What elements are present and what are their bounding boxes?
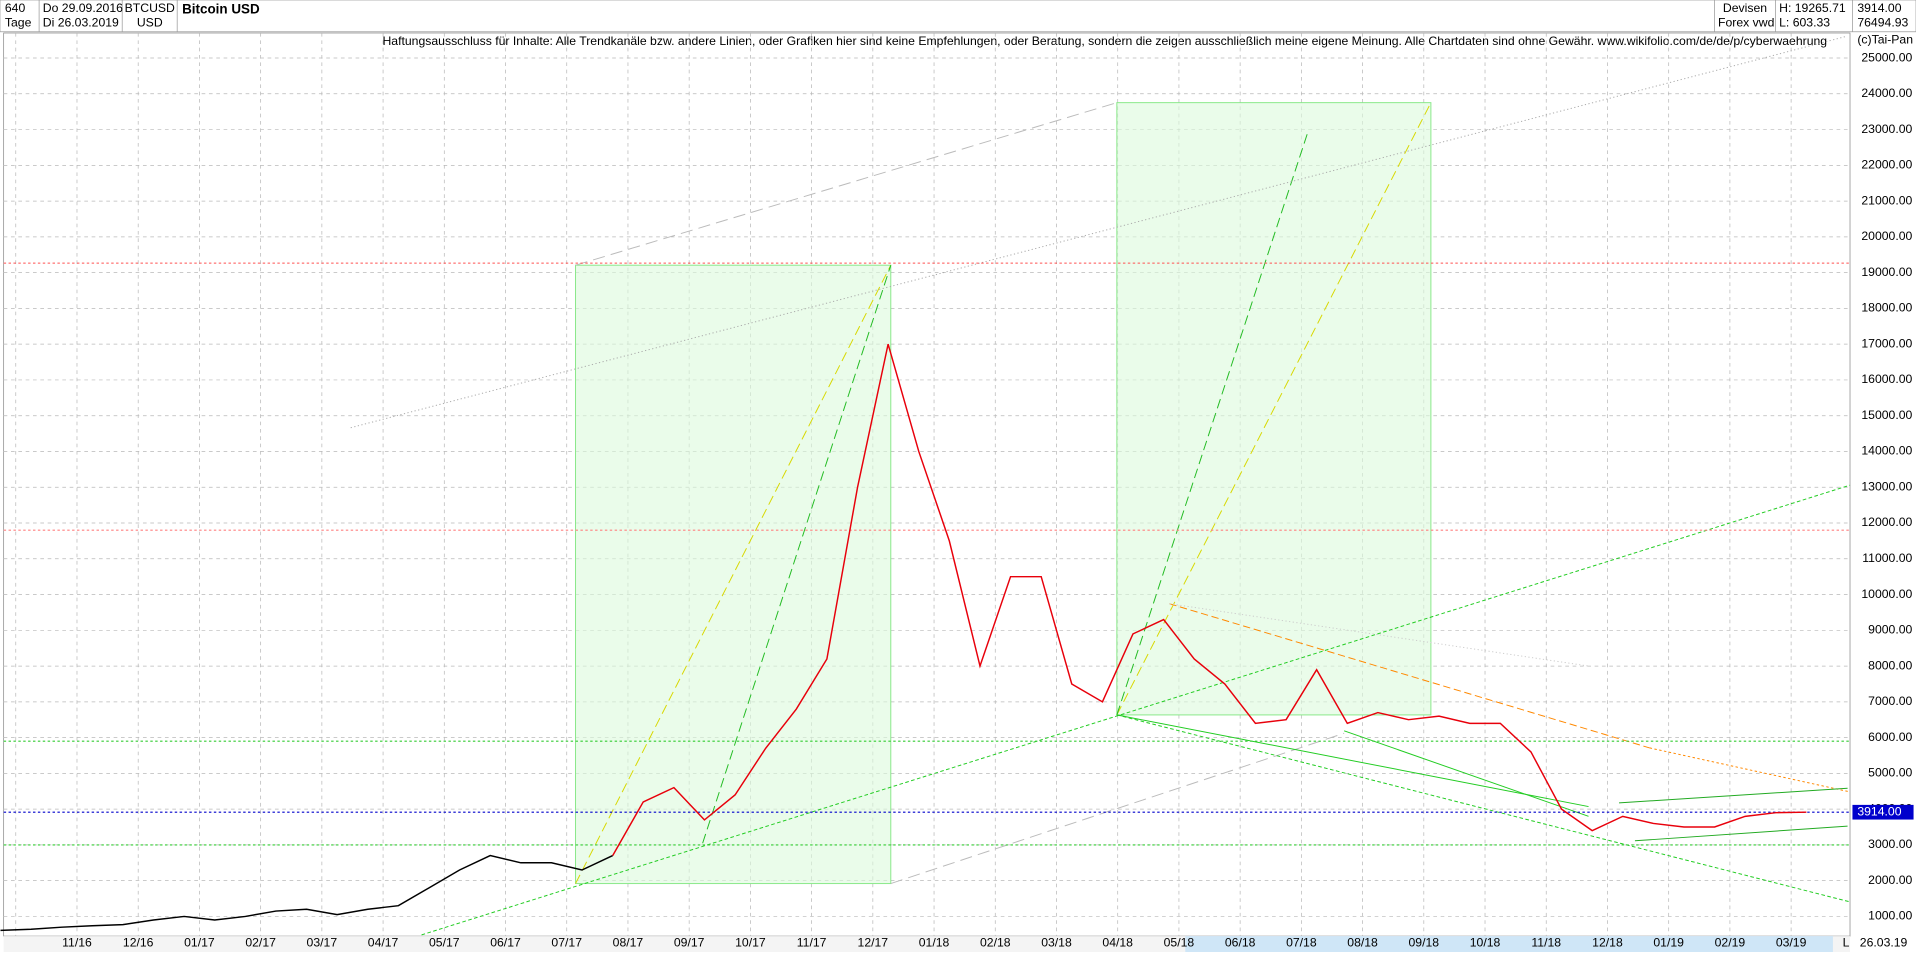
trend-line bbox=[1116, 129, 1310, 716]
x-tick-label: 12/17 bbox=[858, 936, 889, 950]
source: Forex vwd bbox=[1718, 15, 1775, 29]
y-tick-label: 8000.00 bbox=[1868, 658, 1912, 672]
y-tick-label: 21000.00 bbox=[1861, 193, 1912, 207]
x-tick-label: 08/17 bbox=[613, 936, 644, 950]
x-tick-label: 06/18 bbox=[1225, 936, 1256, 950]
trend-line bbox=[1116, 714, 1589, 808]
y-tick-label: 7000.00 bbox=[1868, 694, 1912, 708]
grid bbox=[3, 32, 1851, 937]
x-tick-label: 01/18 bbox=[919, 936, 950, 950]
header-bar bbox=[0, 0, 1916, 33]
x-tick-label: 11/16 bbox=[62, 936, 92, 950]
price-line bbox=[612, 343, 1807, 856]
volume: 76494.93 bbox=[1857, 15, 1908, 29]
x-tick-label: 03/18 bbox=[1041, 936, 1072, 950]
trend-line bbox=[1169, 603, 1589, 667]
scale-mode[interactable]: L bbox=[1843, 936, 1850, 950]
end-label: 26.03.19 bbox=[1860, 936, 1908, 950]
trend-line bbox=[1343, 730, 1589, 817]
x-tick-label: 10/17 bbox=[735, 936, 766, 950]
interval-select[interactable]: 640 bbox=[5, 1, 26, 15]
y-tick-label: 14000.00 bbox=[1861, 444, 1912, 458]
y-tick-label: 2000.00 bbox=[1868, 873, 1912, 887]
x-tick-label: 12/16 bbox=[123, 936, 154, 950]
y-tick-label: 19000.00 bbox=[1861, 265, 1912, 279]
x-tick-label: 08/18 bbox=[1347, 936, 1378, 950]
y-tick-label: 16000.00 bbox=[1861, 372, 1912, 386]
y-tick-label: 5000.00 bbox=[1868, 766, 1912, 780]
x-tick-label: 12/18 bbox=[1592, 936, 1623, 950]
y-tick-label: 6000.00 bbox=[1868, 730, 1912, 744]
x-tick-label: 01/17 bbox=[184, 936, 215, 950]
x-tick-label: 10/18 bbox=[1470, 936, 1501, 950]
trend-line bbox=[575, 102, 1117, 266]
x-tick-label: 02/17 bbox=[245, 936, 276, 950]
x-tick-label: 01/19 bbox=[1653, 936, 1684, 950]
currency: USD bbox=[137, 15, 163, 29]
trend-line bbox=[1634, 825, 1848, 842]
x-tick-label: 06/17 bbox=[490, 936, 521, 950]
trend-line bbox=[1169, 603, 1650, 749]
x-tick-label: 11/18 bbox=[1531, 936, 1561, 950]
high: H: 19265.71 bbox=[1779, 1, 1846, 15]
x-tick-label: 03/19 bbox=[1776, 936, 1807, 950]
price-label: 3914.00 bbox=[1857, 804, 1901, 818]
trend-line bbox=[890, 732, 1345, 885]
price-line bbox=[0, 854, 613, 932]
start-date[interactable]: Do 29.09.2016 bbox=[43, 1, 123, 15]
price-marker bbox=[1852, 804, 1914, 820]
y-tick-label: 17000.00 bbox=[1861, 336, 1912, 350]
y-tick-label: 10000.00 bbox=[1861, 587, 1912, 601]
copyright: (c)Tai-Pan bbox=[1857, 33, 1913, 47]
disclaimer: Haftungsausschluss für Inhalte: Alle Tre… bbox=[382, 34, 1827, 48]
y-tick-label: 15000.00 bbox=[1861, 408, 1912, 422]
y-tick-label: 3000.00 bbox=[1868, 837, 1912, 851]
x-tick-label: 07/17 bbox=[551, 936, 582, 950]
x-tick-label: 03/17 bbox=[307, 936, 338, 950]
x-tick-label: 04/17 bbox=[368, 936, 399, 950]
x-tick-label: 11/17 bbox=[797, 936, 827, 950]
plot-frame bbox=[3, 32, 1851, 937]
y-tick-label: 24000.00 bbox=[1861, 86, 1912, 100]
drawings bbox=[350, 36, 1851, 936]
trend-line bbox=[350, 36, 1846, 429]
x-tick-label: 09/18 bbox=[1409, 936, 1440, 950]
y-tick-label: 25000.00 bbox=[1861, 50, 1912, 64]
low: L: 603.33 bbox=[1779, 15, 1830, 29]
title: Bitcoin USD bbox=[182, 1, 260, 16]
trend-line bbox=[702, 265, 892, 844]
last: 3914.00 bbox=[1857, 1, 1901, 15]
market: Devisen bbox=[1723, 1, 1767, 15]
y-tick-label: 9000.00 bbox=[1868, 623, 1912, 637]
y-tick-label: 23000.00 bbox=[1861, 122, 1912, 136]
y-tick-label: 12000.00 bbox=[1861, 515, 1912, 529]
y-tick-label: 13000.00 bbox=[1861, 479, 1912, 493]
x-tick-label: 05/17 bbox=[429, 936, 460, 950]
trend-line bbox=[421, 484, 1851, 936]
x-tick-label: 07/18 bbox=[1286, 936, 1317, 950]
symbol: BTCUSD bbox=[125, 1, 175, 15]
trend-line bbox=[1116, 102, 1432, 716]
y-tick-label: 11000.00 bbox=[1862, 551, 1912, 565]
trend-line bbox=[1619, 787, 1848, 804]
end-date[interactable]: Di 26.03.2019 bbox=[43, 15, 119, 29]
y-tick-label: 18000.00 bbox=[1861, 301, 1912, 315]
trend-line bbox=[1649, 747, 1851, 793]
x-tick-label: 02/18 bbox=[980, 936, 1011, 950]
period-select[interactable]: Tage bbox=[5, 15, 32, 29]
x-axis-highlight bbox=[1185, 936, 1833, 952]
y-tick-label: 20000.00 bbox=[1861, 229, 1912, 243]
x-tick-label: 05/18 bbox=[1164, 936, 1195, 950]
trend-line bbox=[1116, 714, 1851, 903]
y-tick-label: 1000.00 bbox=[1868, 909, 1912, 923]
x-tick-label: 04/18 bbox=[1102, 936, 1133, 950]
trend-line bbox=[575, 264, 892, 884]
y-tick-label: 22000.00 bbox=[1861, 158, 1912, 172]
x-tick-label: 09/17 bbox=[674, 936, 705, 950]
x-tick-label: 02/19 bbox=[1715, 936, 1746, 950]
plot bbox=[0, 262, 1851, 932]
